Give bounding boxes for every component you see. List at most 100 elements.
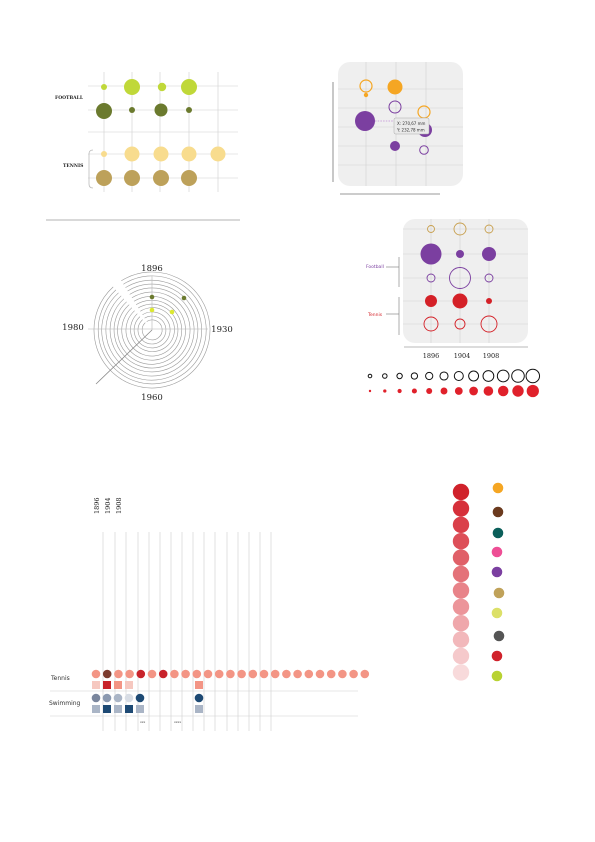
tennis-square: [114, 681, 122, 689]
palette-red-circle: [452, 664, 470, 681]
bubble: [486, 298, 492, 304]
tennis-dot: [282, 669, 291, 679]
radial-ring: [141, 319, 163, 341]
row-label-tennis: Tennis: [50, 675, 70, 682]
palette-swatch: [491, 650, 503, 662]
palette-red-circle: [452, 647, 470, 665]
year-label-1896: 1896: [93, 497, 101, 514]
radial-ring: [130, 307, 175, 352]
bubble: [420, 243, 442, 265]
tennis-dot: [147, 669, 157, 679]
tennis-square: [103, 681, 111, 689]
size-legend-dot: [454, 387, 463, 395]
panel-a: FOOTBALL TENNIS: [46, 72, 240, 221]
palette-swatch: [492, 506, 504, 518]
bubble-outline: [426, 273, 436, 283]
tennis-label: TENNIS: [63, 163, 83, 169]
size-legend-dot: [383, 389, 387, 393]
year-label-1904-wrap: 1904: [104, 497, 112, 514]
bubble: [425, 295, 437, 307]
tennis-dot: [102, 669, 112, 679]
radial-dot: [149, 307, 155, 313]
radial-label-right: 1930: [211, 325, 233, 335]
palette-red-circle: [452, 483, 470, 501]
palette-swatch: [493, 587, 505, 599]
bubble-outline: [484, 273, 494, 283]
size-legend-outline: [482, 370, 495, 382]
size-legend-outline: [453, 371, 464, 381]
size-legend-outline: [525, 368, 541, 384]
x-label-1896: 1896: [423, 352, 440, 360]
palette-red-circle: [452, 565, 470, 583]
tennis-dot: [125, 669, 134, 679]
radial-ring: [109, 287, 195, 373]
swimming-dot: [113, 693, 123, 703]
tennis-dot: [360, 669, 370, 679]
size-legend-dot: [411, 388, 417, 394]
palette-swatches: [491, 482, 505, 682]
palette-red-circle: [452, 549, 470, 566]
tennis-dot: [293, 669, 302, 679]
tennis-dot: [349, 669, 358, 679]
palette-red-circle: [452, 598, 470, 615]
tooltip-y: Y: 232,78 mm: [396, 128, 425, 133]
swimming-dot: [194, 693, 204, 703]
size-legend-dot: [512, 385, 524, 397]
radial-dot: [169, 309, 175, 315]
palette-swatch: [491, 607, 503, 619]
size-legend-outline: [496, 369, 510, 383]
bubble: [124, 79, 140, 95]
palette-red-circle: [452, 631, 470, 648]
palette-red-scale: [452, 483, 470, 681]
size-legend-outline: [367, 373, 373, 379]
tennis-dot: [237, 669, 246, 679]
radial-dot: [181, 295, 187, 301]
bubble: [456, 250, 464, 258]
bubble-outline: [388, 100, 402, 114]
year-label-1908-wrap: 1908: [115, 497, 123, 514]
size-legend-outline: [382, 373, 388, 379]
palette-swatch: [491, 566, 503, 578]
tennis-dot: [192, 669, 202, 679]
tennis-dot: [214, 669, 224, 679]
bubble: [101, 151, 107, 157]
tennis-brace: [88, 149, 94, 189]
tennis-dot: [91, 669, 101, 679]
bubble: [452, 293, 468, 309]
swimming-square: [92, 705, 100, 713]
palette-red-circle: [452, 500, 470, 517]
radial-ring: [121, 299, 183, 361]
palette-swatch: [492, 527, 504, 539]
size-legend-dot: [426, 388, 433, 394]
swimming-square: [103, 705, 111, 713]
size-legend-dot: [397, 388, 402, 394]
tennis-dot: [315, 669, 325, 679]
palette-red-circle: [452, 516, 470, 533]
bubble: [482, 247, 496, 261]
radial-ring: [133, 311, 171, 349]
tennis-dot: [203, 669, 213, 679]
bubble: [210, 146, 226, 162]
bubble: [101, 84, 107, 90]
swimming-dot: [102, 693, 112, 703]
swimming-dot: [91, 693, 101, 703]
palette-red-circle: [452, 582, 470, 599]
radial-ring: [117, 296, 186, 365]
timeline-horizontals: [50, 690, 358, 717]
bubble: [181, 146, 197, 162]
tennis-dot: [304, 669, 314, 679]
bubble: [96, 103, 112, 119]
size-legend-outline: [511, 369, 525, 383]
tennis-dot: [259, 669, 269, 679]
bubble: [153, 146, 169, 162]
bubble: [153, 170, 169, 186]
size-legend-outline: [410, 372, 419, 380]
bubble: [186, 107, 192, 113]
football-label: FOOTBALL: [55, 95, 84, 101]
size-legend-dot: [526, 384, 539, 398]
legend-football: Football: [366, 264, 384, 270]
size-legend-outline: [439, 371, 449, 381]
radial-ring: [113, 291, 191, 369]
bubble-outline: [427, 225, 435, 233]
